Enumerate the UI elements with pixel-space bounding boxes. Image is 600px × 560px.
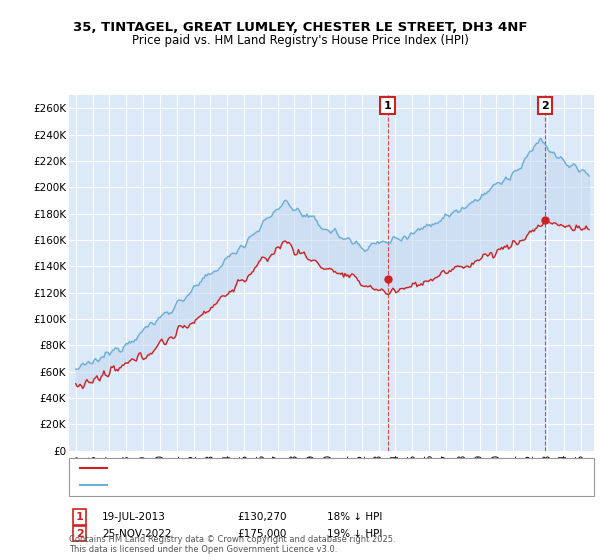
Text: HPI: Average price, detached house, County Durham: HPI: Average price, detached house, Coun… [113, 480, 371, 491]
Text: Price paid vs. HM Land Registry's House Price Index (HPI): Price paid vs. HM Land Registry's House … [131, 34, 469, 46]
Text: 35, TINTAGEL, GREAT LUMLEY, CHESTER LE STREET, DH3 4NF: 35, TINTAGEL, GREAT LUMLEY, CHESTER LE S… [73, 21, 527, 34]
Text: £130,270: £130,270 [237, 512, 287, 522]
Text: 25-NOV-2022: 25-NOV-2022 [102, 529, 172, 539]
Text: 19% ↓ HPI: 19% ↓ HPI [327, 529, 382, 539]
Text: £175,000: £175,000 [237, 529, 286, 539]
Text: 35, TINTAGEL, GREAT LUMLEY, CHESTER LE STREET, DH3 4NF (detached house): 35, TINTAGEL, GREAT LUMLEY, CHESTER LE S… [113, 463, 503, 473]
Text: 2: 2 [541, 101, 549, 111]
Text: 2: 2 [76, 529, 83, 539]
Text: 19-JUL-2013: 19-JUL-2013 [102, 512, 166, 522]
Text: 1: 1 [384, 101, 392, 111]
Text: 18% ↓ HPI: 18% ↓ HPI [327, 512, 382, 522]
Text: Contains HM Land Registry data © Crown copyright and database right 2025.
This d: Contains HM Land Registry data © Crown c… [69, 535, 395, 554]
Text: 1: 1 [76, 512, 83, 522]
